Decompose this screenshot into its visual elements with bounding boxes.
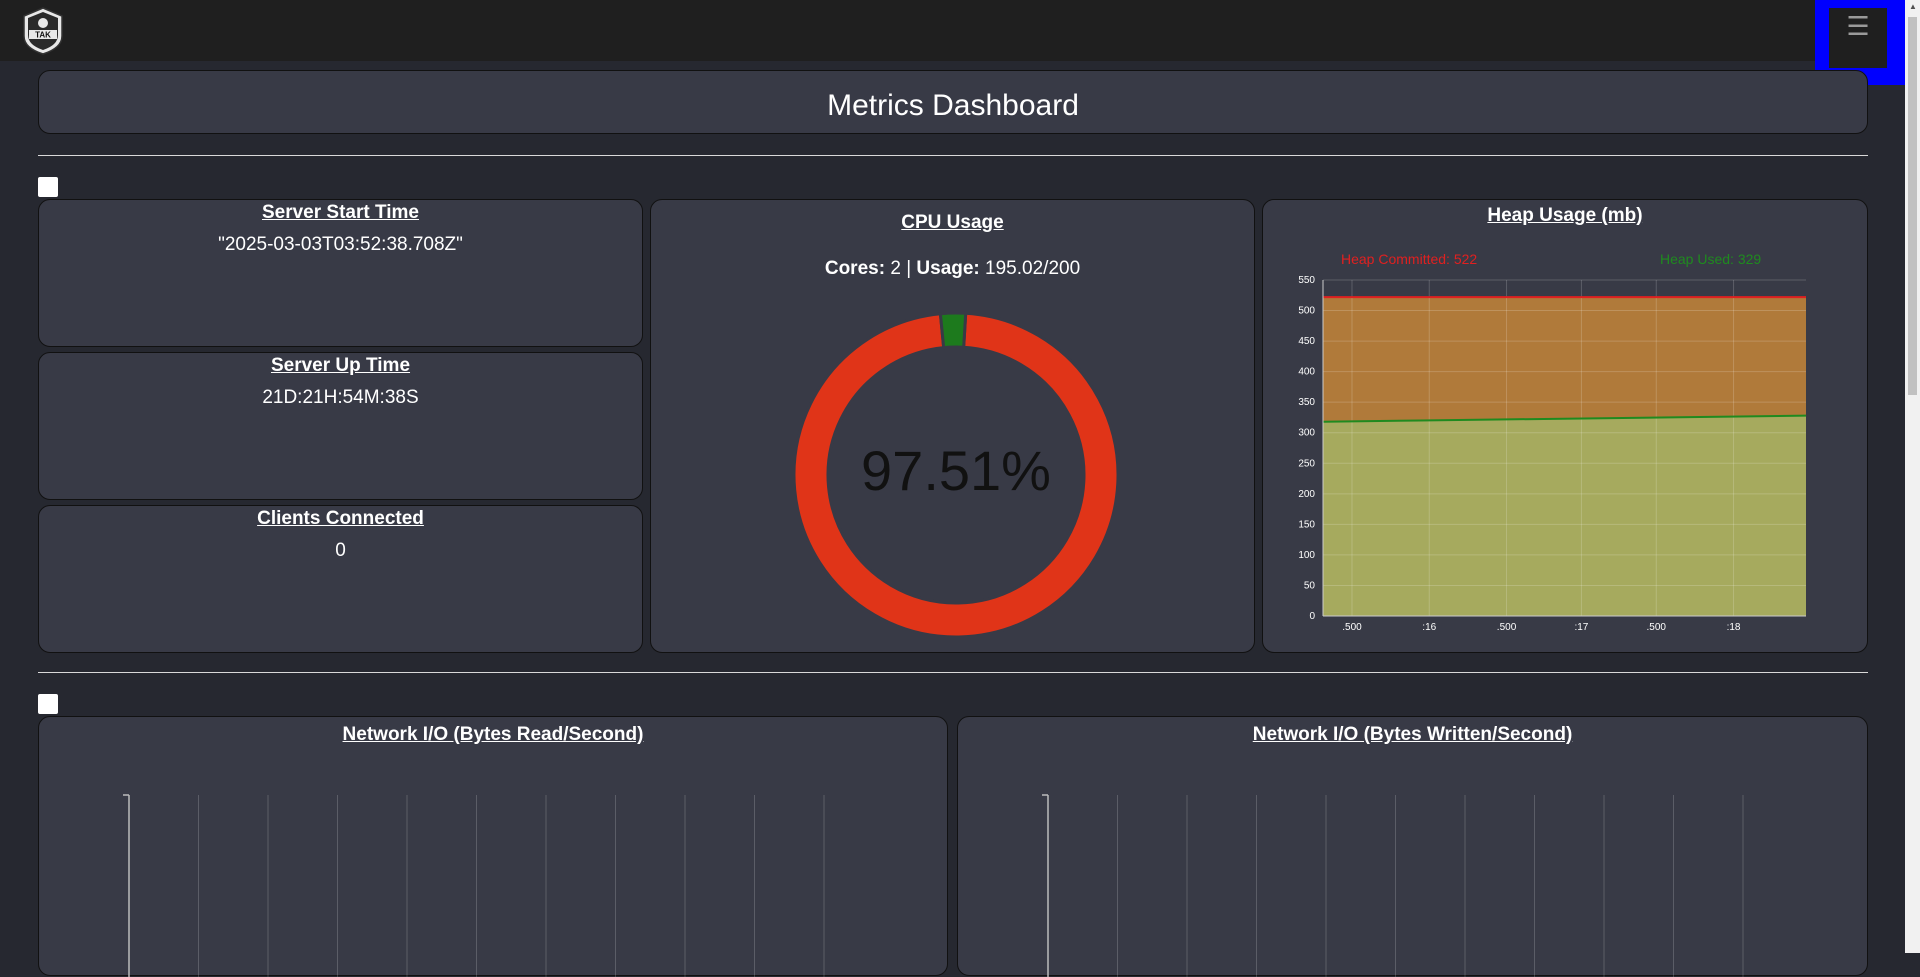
heap-y-tick-label: 350	[1298, 397, 1315, 408]
network-write-chart	[1042, 794, 1744, 977]
cores-label: Cores:	[824, 258, 886, 279]
network-write-card: Network I/O (Bytes Written/Second)	[957, 716, 1868, 977]
heap-x-tick-label: .500	[1342, 622, 1362, 633]
title-panel: Metrics Dashboard	[38, 70, 1868, 134]
hamburger-icon[interactable]: ☰	[1829, 8, 1887, 68]
heap-y-tick-label: 100	[1298, 550, 1315, 561]
donut-slice-used[interactable]	[792, 311, 1120, 639]
cpu-usage-title: CPU Usage	[901, 212, 1004, 233]
section-divider	[38, 155, 1868, 156]
scrollbar-thumb[interactable]	[1908, 17, 1917, 395]
network-read-title: Network I/O (Bytes Read/Second)	[342, 724, 644, 745]
section-toggle-checkbox[interactable]	[38, 177, 58, 197]
section-divider-2	[38, 672, 1868, 673]
heap-x-tick-label: .500	[1647, 622, 1667, 633]
heap-usage-card: Heap Usage (mb) Heap Committed: 522 Heap…	[1262, 199, 1868, 653]
cpu-percent-label: 97.51%	[861, 439, 1051, 502]
cpu-usage-card: CPU Usage Cores: 2 | Usage: 195.02/200 9…	[650, 199, 1255, 653]
heap-x-tick-label: .500	[1497, 622, 1517, 633]
scroll-up-arrow-icon[interactable]: ▲	[1909, 2, 1917, 11]
heap-area-chart: 0 50 100 150 200 250 300 350 400 450 500 550 .500 :16…	[1298, 275, 1807, 633]
heap-y-tick-label: 200	[1298, 489, 1315, 500]
clients-title: Clients Connected	[257, 508, 424, 529]
heap-used-area	[1323, 415, 1806, 616]
heap-y-tick-label: 150	[1298, 519, 1315, 530]
network-write-title: Network I/O (Bytes Written/Second)	[1252, 724, 1573, 745]
heap-x-tick-label: :17	[1574, 622, 1588, 633]
page-title: Metrics Dashboard	[827, 89, 1079, 122]
heap-y-tick-label: 250	[1298, 458, 1315, 469]
heap-y-tick-label: 500	[1298, 306, 1315, 317]
heap-y-tick-label: 450	[1298, 336, 1315, 347]
clients-value: 0	[335, 540, 346, 561]
heap-y-tick-label: 300	[1298, 428, 1315, 439]
start-time-title: Server Start Time	[261, 202, 419, 223]
svg-text:TAK: TAK	[35, 31, 51, 40]
donut-slice-free[interactable]	[938, 311, 968, 350]
heap-x-tick-label: :18	[1727, 622, 1741, 633]
section-toggle-checkbox-2[interactable]	[38, 694, 58, 714]
up-time-title: Server Up Time	[270, 355, 411, 376]
heap-usage-title: Heap Usage (mb)	[1487, 205, 1643, 226]
clients-card: Clients Connected 0	[38, 505, 643, 653]
heap-y-tick-label: 0	[1309, 611, 1315, 622]
legend-heap-used[interactable]: Heap Used: 329	[1660, 251, 1762, 267]
network-read-card: Network I/O (Bytes Read/Second)	[38, 716, 948, 977]
cpu-donut-chart: 97.51%	[791, 310, 1121, 640]
usage-value: 195.02/200	[985, 258, 1081, 279]
usage-label: Usage:	[916, 258, 980, 279]
heap-y-tick-label: 400	[1298, 367, 1315, 378]
heap-y-tick-label: 50	[1304, 580, 1316, 591]
heap-used-line	[1322, 414, 1807, 423]
cores-value: 2	[890, 258, 901, 279]
start-time-card: Server Start Time "2025-03-03T03:52:38.7…	[38, 199, 643, 347]
tak-logo[interactable]: TAK	[20, 6, 66, 56]
heap-x-tick-label: :16	[1422, 622, 1436, 633]
cpu-cores-line: Cores: 2 | Usage: 195.02/200	[651, 258, 1254, 280]
up-time-value: 21D:21H:54M:38S	[262, 387, 419, 408]
network-read-chart	[123, 794, 825, 977]
top-navbar	[0, 0, 1905, 61]
heap-y-tick-label: 550	[1298, 275, 1315, 286]
cores-separator: |	[906, 258, 912, 279]
start-time-value: "2025-03-03T03:52:38.708Z"	[218, 234, 463, 255]
legend-heap-committed[interactable]: Heap Committed: 522	[1341, 251, 1478, 267]
up-time-card: Server Up Time 21D:21H:54M:38S	[38, 352, 643, 500]
